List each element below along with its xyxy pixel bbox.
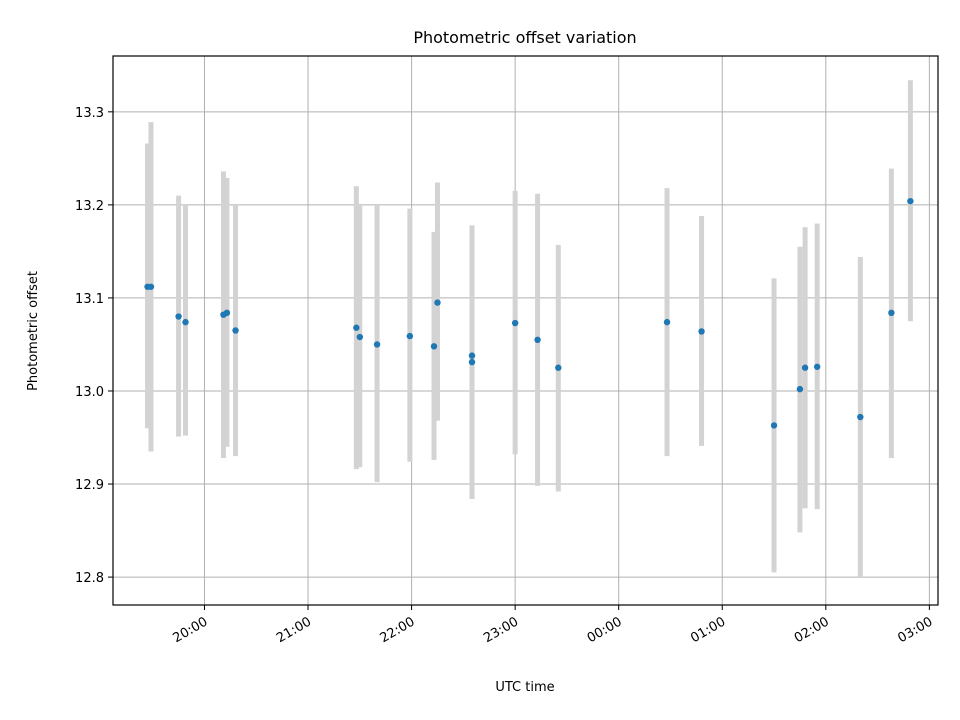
data-point: [406, 332, 414, 340]
data-point: [511, 319, 519, 327]
data-point: [147, 283, 155, 290]
data-point: [353, 324, 360, 331]
x-axis-label: UTC time: [495, 680, 554, 695]
data-point: [555, 364, 562, 371]
y-tick-label: 12.9: [75, 478, 104, 493]
y-axis-label: Photometric offset: [26, 271, 41, 391]
data-point: [232, 327, 239, 334]
data-point: [223, 309, 231, 317]
data-point: [468, 352, 476, 359]
data-point: [801, 364, 809, 371]
y-tick-label: 13.0: [75, 385, 104, 400]
y-tick-label: 13.2: [75, 199, 104, 214]
data-point: [796, 385, 804, 393]
data-point: [373, 341, 381, 348]
data-point: [534, 336, 541, 344]
data-point: [907, 197, 914, 205]
data-point: [663, 318, 671, 326]
data-point: [356, 333, 364, 341]
y-tick-label: 13.3: [75, 106, 104, 121]
data-point: [175, 313, 182, 320]
data-point: [698, 328, 705, 335]
data-point: [813, 363, 821, 370]
y-axis: 12.8 12.9 13.0 13.1 13.2 13.3: [75, 106, 113, 586]
data-point: [888, 309, 895, 317]
data-point: [434, 299, 441, 306]
y-tick-label: 13.1: [75, 292, 104, 307]
chart-title: Photometric offset variation: [413, 28, 636, 47]
data-point: [468, 358, 476, 366]
data-points: [144, 197, 914, 429]
data-point: [430, 343, 438, 350]
plot-frame: [112, 55, 939, 606]
data-point: [857, 413, 864, 421]
data-point: [770, 422, 778, 429]
data-point: [182, 318, 189, 326]
y-tick-label: 12.8: [75, 571, 104, 586]
